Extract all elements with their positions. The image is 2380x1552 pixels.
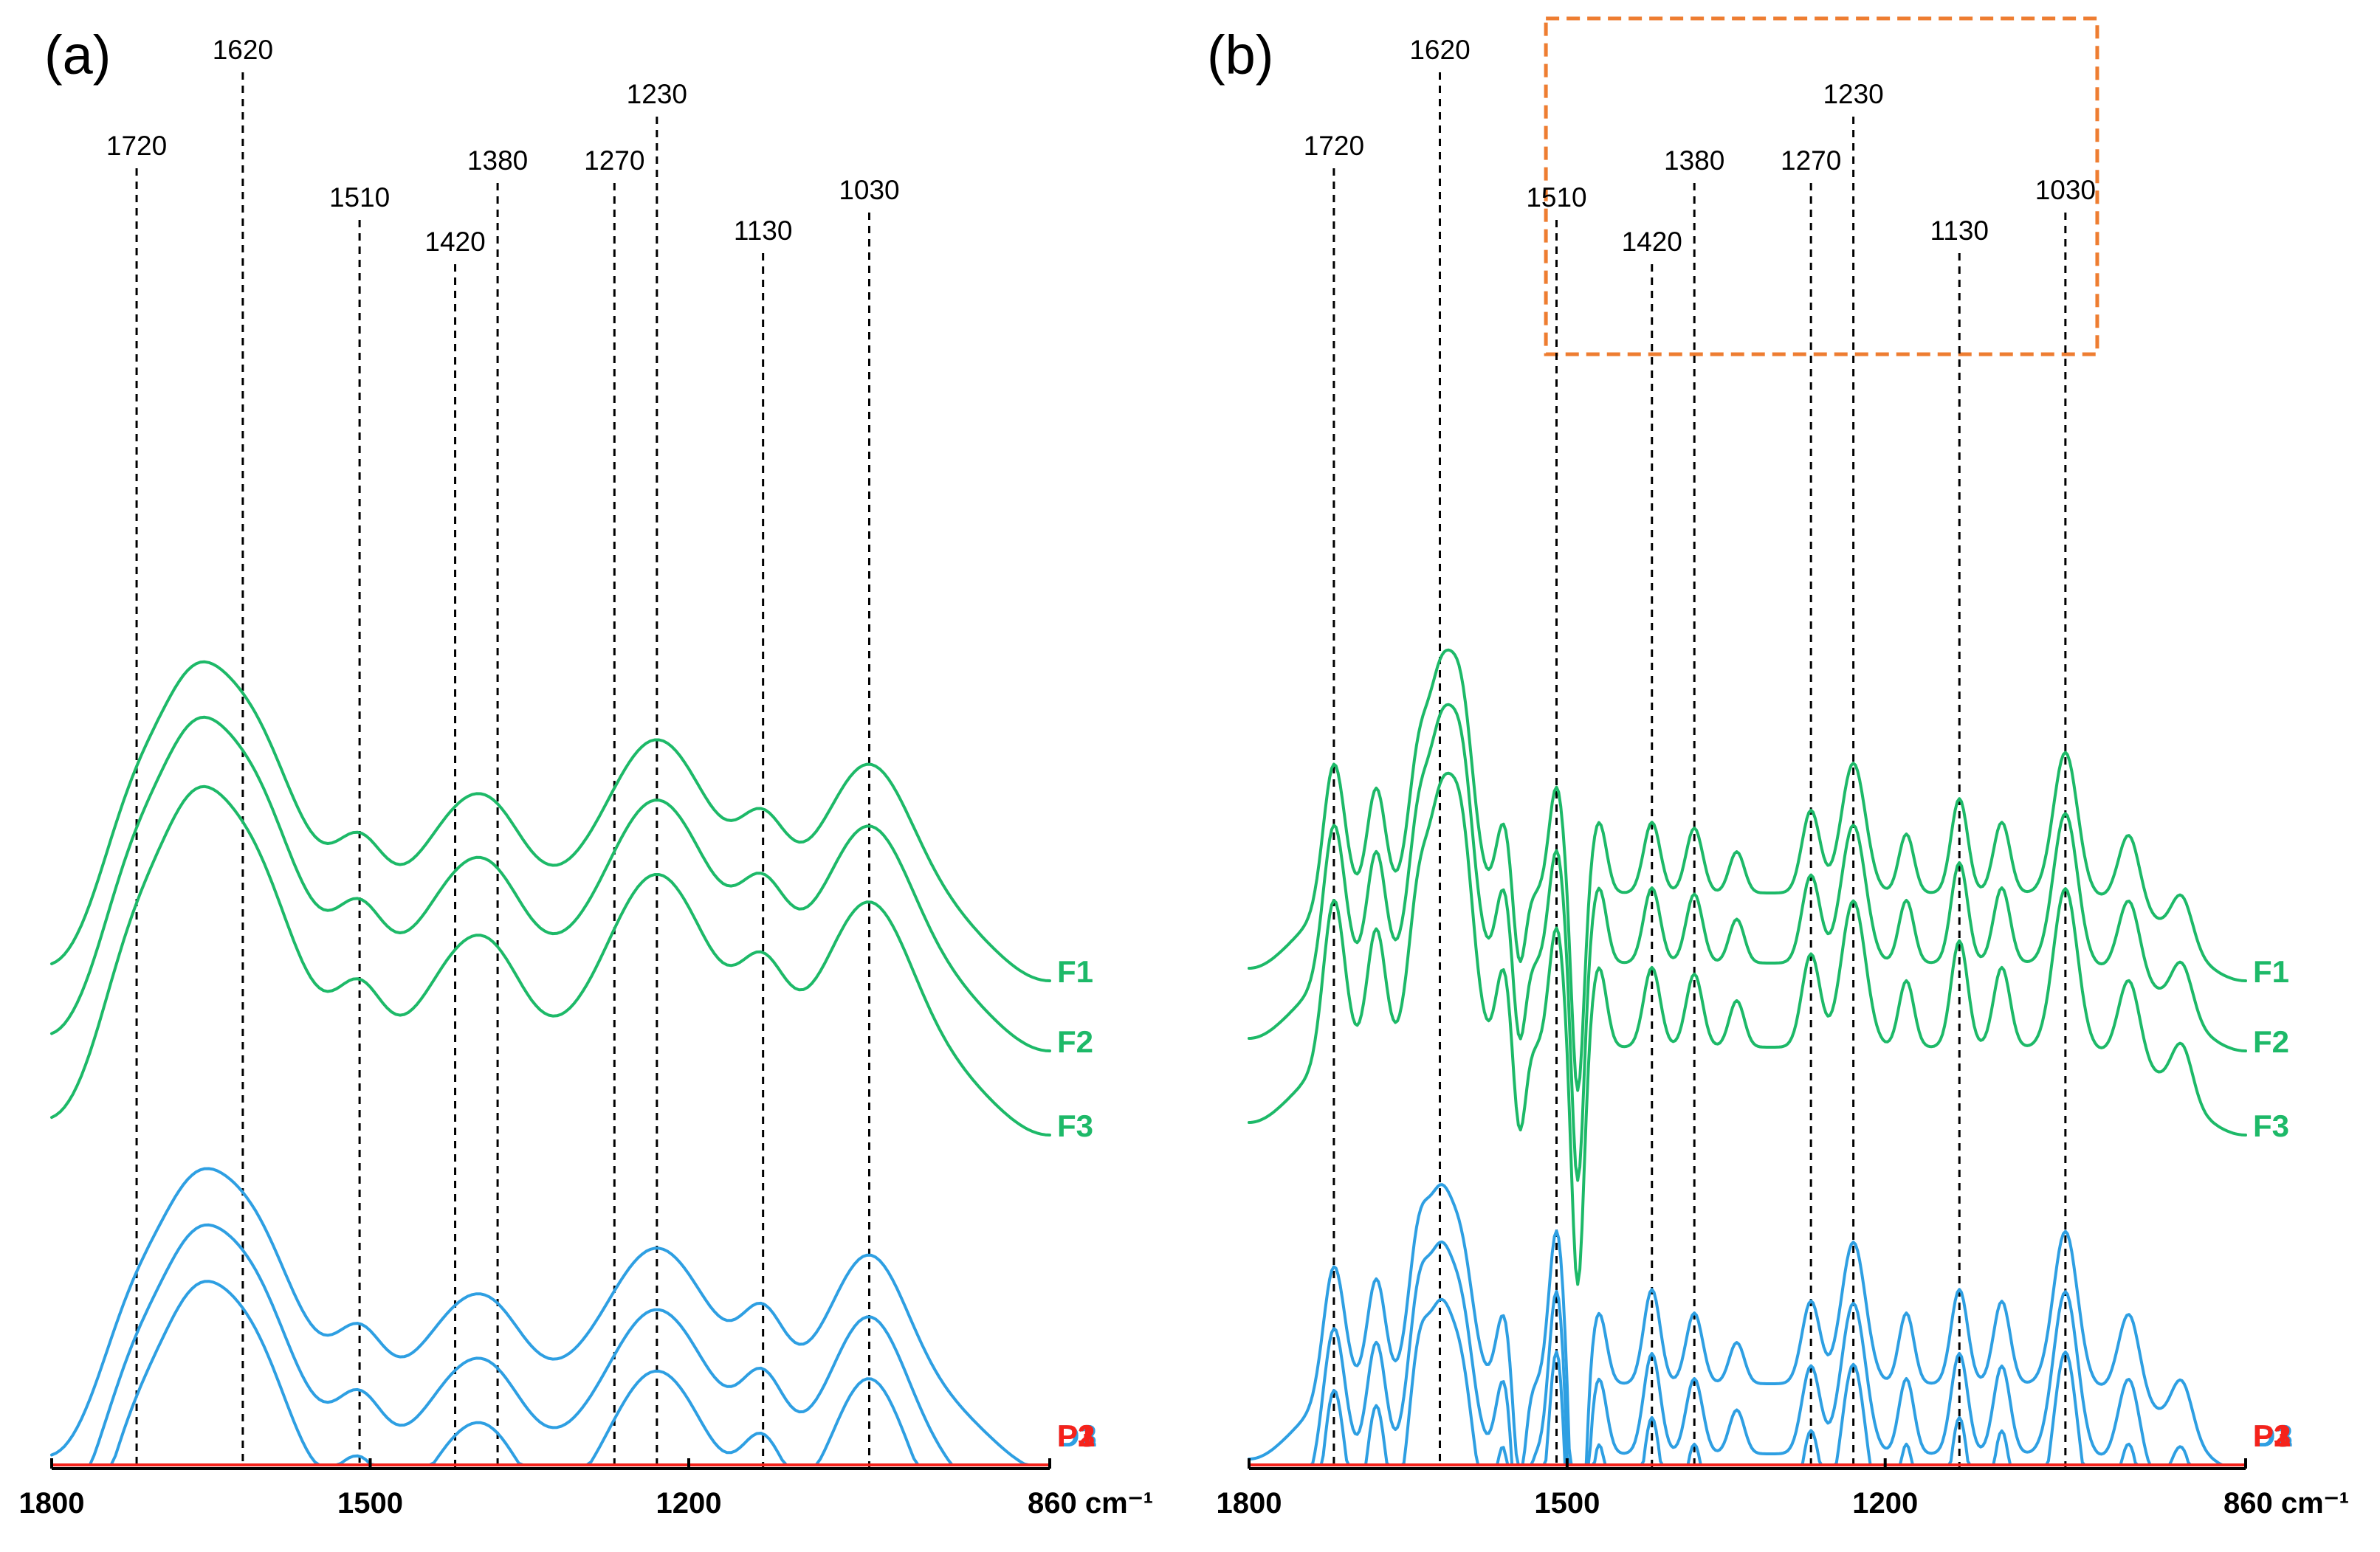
series-label-F3: F3	[1057, 1108, 1093, 1143]
trace-D1	[50, 1167, 1051, 1466]
reference-label-1510: 1510	[329, 182, 390, 213]
reference-label-1030: 1030	[2035, 175, 2096, 205]
series-label-P2: P2	[2253, 1418, 2291, 1453]
highlight-box	[1544, 16, 2099, 356]
trace-F3	[1248, 771, 2247, 1286]
reference-label-1720: 1720	[1304, 131, 1364, 161]
series-label-D1: D1	[2253, 1418, 2293, 1453]
reference-label-1420: 1420	[424, 227, 485, 257]
trace-D2	[50, 1223, 1051, 1466]
panel-label: (b)	[1207, 24, 1273, 86]
panel-b: (b) 1720 1620 1510 1420 1380 1270 1230 1130 1030 F…	[1207, 16, 2349, 1520]
trace-F2	[50, 715, 1051, 1052]
x-tick-label-1200: 1200	[1852, 1487, 1918, 1520]
reference-label-1270: 1270	[584, 145, 644, 176]
reference-label-1720: 1720	[106, 131, 167, 161]
series-label-D2: D2	[1057, 1418, 1097, 1453]
series-label-D2: D2	[2253, 1418, 2293, 1453]
reference-label-1130: 1130	[734, 215, 793, 246]
x-tick-label-860: 860 cm⁻¹	[1028, 1487, 1153, 1520]
series-label-F1: F1	[2253, 954, 2289, 989]
series-label-P1: P1	[2253, 1418, 2291, 1453]
panel-label: (a)	[44, 24, 111, 86]
reference-label-1380: 1380	[1664, 145, 1724, 176]
series-label-P3: P3	[1057, 1418, 1095, 1453]
x-tick-label-1800: 1800	[1217, 1487, 1282, 1520]
trace-D2	[1248, 1240, 2247, 1466]
reference-label-1270: 1270	[1781, 145, 1841, 176]
reference-label-1230: 1230	[627, 79, 687, 109]
reference-label-1420: 1420	[1622, 227, 1682, 257]
x-tick-label-1800: 1800	[19, 1487, 85, 1520]
series-label-P2: P2	[1057, 1418, 1095, 1453]
panel-a: (a) 1720 1620 1510 1420 1380 1270 1230 1130 1030 F…	[19, 24, 1154, 1520]
series-label-D3: D3	[1057, 1418, 1097, 1453]
series-label-P1: P1	[1057, 1418, 1095, 1453]
reference-label-1510: 1510	[1526, 182, 1586, 213]
reference-label-1620: 1620	[1409, 35, 1470, 65]
trace-F1	[1248, 648, 2247, 1092]
reference-label-1620: 1620	[213, 35, 273, 65]
series-label-F2: F2	[2253, 1024, 2289, 1059]
series-label-F3: F3	[2253, 1108, 2289, 1143]
series-label-D3: D3	[2253, 1418, 2293, 1453]
trace-F2	[1248, 703, 2247, 1182]
x-tick-label-860: 860 cm⁻¹	[2223, 1487, 2349, 1520]
trace-D1	[1248, 1183, 2247, 1466]
series-label-F2: F2	[1057, 1024, 1093, 1059]
x-tick-label-1500: 1500	[1534, 1487, 1600, 1520]
reference-label-1130: 1130	[1930, 215, 1989, 246]
reference-label-1030: 1030	[839, 175, 899, 205]
reference-label-1230: 1230	[1823, 79, 1883, 109]
reference-label-1380: 1380	[467, 145, 528, 176]
series-label-P3: P3	[2253, 1418, 2291, 1453]
x-tick-label-1500: 1500	[337, 1487, 403, 1520]
x-tick-label-1200: 1200	[656, 1487, 721, 1520]
trace-D3	[50, 1280, 1051, 1466]
trace-F1	[50, 660, 1051, 982]
series-label-D1: D1	[1057, 1418, 1097, 1453]
series-label-F1: F1	[1057, 954, 1093, 989]
trace-F3	[50, 784, 1051, 1137]
